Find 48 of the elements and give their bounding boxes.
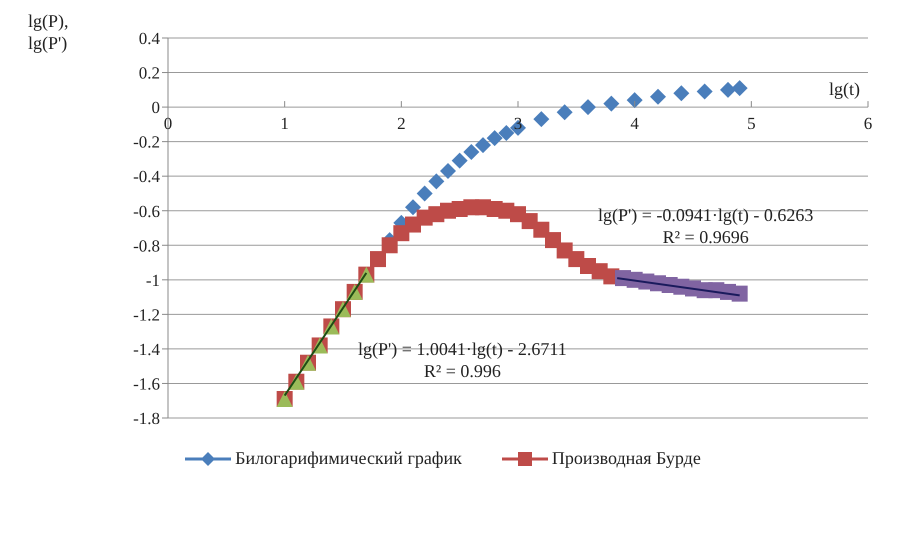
point [732,286,748,302]
y-tick-label: 0.2 [138,64,160,83]
annotation: lg(P') = -0.0941·lg(t) - 0.6263 R² = 0.9696 [598,204,814,248]
legend-label: Билогарифимический график [235,448,462,469]
point [626,92,643,108]
point [673,85,690,102]
y-axis-title: lg(P), lg(P') [28,10,68,54]
point [452,152,468,169]
point [650,88,666,105]
point [580,99,596,116]
point [486,130,503,146]
point [440,163,456,179]
point [603,96,620,112]
x-tick-label: 1 [280,114,289,134]
point [463,144,480,160]
y-tick-label: -1.8 [133,409,160,428]
x-axis-title: lg(t) [829,79,860,100]
point [428,173,444,190]
point [475,137,491,154]
point [382,237,398,254]
y-tick-label: -0.8 [133,236,160,256]
point [732,80,748,96]
annotation: lg(P') = 1.0041·lg(t) - 2.6711 R² = 0.996 [358,338,567,382]
x-tick-label: 6 [864,114,872,134]
y-tick-label: -0.6 [133,202,160,221]
legend-label: Производная Бурде [552,448,701,469]
point [498,125,514,141]
point [556,104,573,120]
y-tick-label: 0.4 [138,29,160,48]
point [405,199,421,216]
y-tick-label: -0.4 [133,167,160,186]
x-tick-label: 2 [397,114,406,134]
y-tick-label: 0 [152,98,160,118]
point [545,232,561,248]
x-tick-label: 4 [630,114,640,134]
y-tick-label: -1.2 [133,305,160,324]
y-tick-label: -1 [146,270,160,290]
point [696,84,713,100]
point [533,222,550,238]
point [370,251,386,268]
x-tick-label: 5 [747,114,756,134]
y-tick-label: -0.2 [133,132,160,152]
x-tick-label: 0 [164,114,172,134]
point [533,111,550,128]
point [416,185,433,202]
y-tick-label: -1.4 [133,340,160,359]
y-tick-label: -1.6 [133,374,160,394]
point [720,82,736,98]
